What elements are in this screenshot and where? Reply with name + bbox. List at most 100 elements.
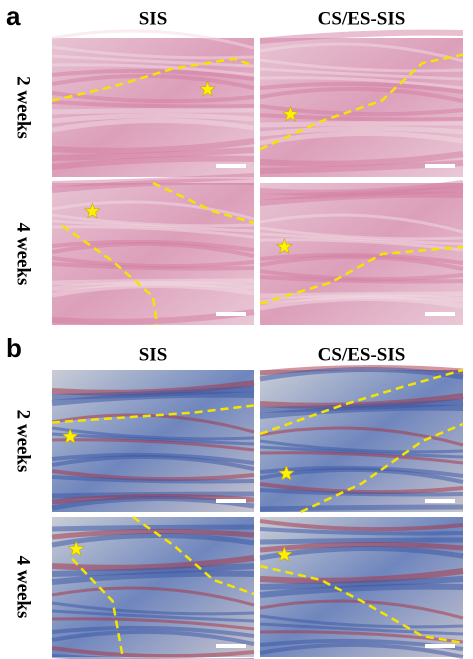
tissue-fiber (51, 107, 255, 115)
tissue-fiber (259, 404, 464, 419)
column-header: CS/ES-SIS (318, 344, 406, 365)
tissue-fiber (259, 519, 464, 532)
tissue-fiber (259, 445, 464, 459)
tissue-fiber (259, 275, 464, 284)
tissue-fiber (259, 614, 464, 629)
tissue-fiber (51, 100, 255, 109)
panel-label: a (6, 1, 21, 31)
star-marker (67, 540, 85, 557)
tissue-fiber (51, 225, 255, 239)
scale-bar (216, 644, 246, 648)
tissue-fiber (51, 609, 255, 623)
tissue-fiber (51, 454, 255, 471)
tissue-fiber (51, 654, 254, 659)
tissue-fiber (259, 58, 464, 73)
tissue-fiber (51, 262, 255, 271)
boundary-line (259, 245, 464, 305)
star-marker (83, 202, 101, 219)
micrograph (51, 173, 255, 326)
scale-bar (216, 164, 246, 168)
boundary-line (71, 558, 124, 658)
tissue-fiber (51, 438, 255, 452)
tissue-fiber (51, 528, 255, 540)
tissue-fiber (259, 113, 464, 122)
tissue-fiber (51, 426, 255, 441)
micrograph (51, 515, 255, 659)
column-header: CS/ES-SIS (318, 8, 406, 29)
tissue-fiber (259, 213, 464, 234)
tissue-fiber (51, 63, 255, 77)
boundary-line (259, 368, 464, 436)
tissue-fiber (51, 54, 255, 68)
scale-bar (425, 312, 455, 316)
boundary-line (51, 404, 255, 424)
tissue-fiber (259, 125, 464, 137)
star-marker (275, 238, 293, 255)
tissue-fiber (259, 537, 464, 545)
star-marker (277, 464, 295, 481)
column-header: SIS (139, 8, 168, 29)
tissue-fiber (51, 213, 255, 228)
boundary-line (259, 564, 464, 645)
boundary-line (259, 53, 464, 151)
tissue-fiber (51, 155, 255, 170)
tissue-fiber (51, 586, 255, 607)
tissue-fiber (259, 527, 464, 536)
tissue-fiber (259, 568, 464, 584)
tissue-fiber (51, 45, 255, 60)
micrograph (51, 370, 255, 512)
micrograph (259, 364, 464, 514)
tissue-fiber (259, 630, 464, 644)
tissue-fiber (51, 147, 255, 161)
tissue-fiber (51, 469, 255, 482)
tissue-fiber (51, 625, 255, 638)
tissue-fiber (259, 232, 464, 246)
tissue-fiber (51, 629, 255, 646)
scale-bar (216, 312, 246, 316)
tissue-fiber (51, 73, 255, 90)
tissue-fiber (259, 576, 464, 590)
boundary-line (132, 515, 255, 596)
scale-bar (425, 499, 455, 503)
tissue-fiber (51, 200, 255, 221)
tissue-fiber (51, 413, 255, 434)
panel-label: b (6, 333, 22, 363)
row-header: 4 weeks (13, 223, 34, 286)
scale-bar (425, 164, 455, 168)
row-header: 4 weeks (13, 556, 34, 619)
scale-bar (216, 499, 246, 503)
star-marker (281, 105, 299, 122)
tissue-fiber (51, 282, 255, 298)
star-marker (199, 80, 216, 97)
tissue-fiber (51, 617, 255, 631)
tissue-fiber (259, 583, 464, 598)
tissue-fiber (51, 601, 255, 616)
tissue-fiber (259, 426, 464, 447)
tissue-fiber (51, 532, 255, 548)
tissue-fiber (259, 104, 464, 117)
tissue-fiber (51, 112, 255, 124)
column-header: SIS (139, 344, 168, 365)
micrograph (259, 517, 464, 659)
tissue-fiber (259, 151, 464, 167)
scale-bar (425, 644, 455, 648)
boundary-line (300, 422, 464, 514)
tissue-fiber (51, 29, 255, 50)
tissue-fiber (259, 86, 464, 103)
boundary-line (61, 224, 159, 326)
tissue-fiber (259, 254, 464, 271)
tissue-fiber (259, 451, 464, 465)
tissue-fiber (51, 117, 255, 133)
tissue-fiber (259, 42, 464, 63)
tissue-fiber (51, 256, 255, 269)
tissue-fiber (51, 555, 255, 571)
tissue-fiber (259, 76, 464, 90)
tissue-fiber (51, 475, 255, 484)
tissue-fiber (51, 91, 255, 104)
tissue-fiber (51, 219, 255, 233)
tissue-fiber (259, 622, 464, 636)
tissue-fiber (259, 269, 464, 282)
tissue-fiber (259, 81, 464, 94)
tissue-fiber (51, 391, 255, 406)
